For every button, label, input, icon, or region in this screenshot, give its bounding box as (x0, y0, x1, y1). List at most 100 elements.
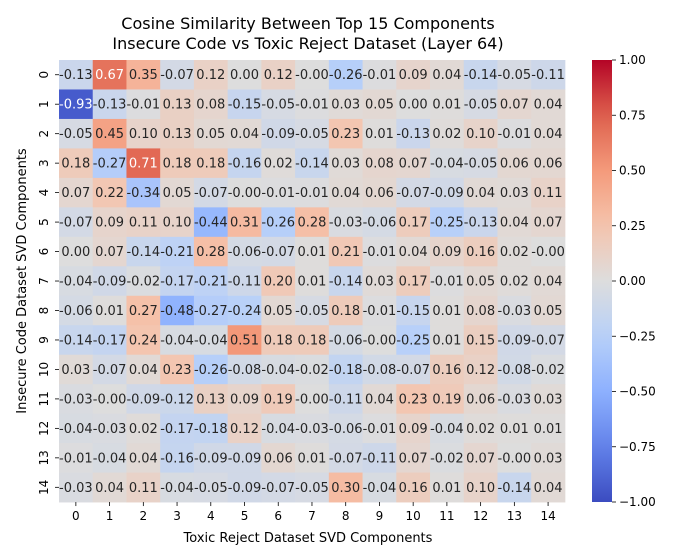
cell-value-label: -0.05 (295, 127, 329, 142)
heatmap-cell (396, 354, 431, 385)
heatmap-cell (193, 89, 229, 120)
cell-value-label: 0.01 (365, 127, 394, 142)
cell-value-label: -0.06 (329, 333, 363, 348)
heatmap-cell (295, 354, 330, 385)
cell-value-label: -0.05 (295, 304, 329, 319)
cell-value-label: 0.18 (61, 157, 90, 172)
cell-value-label: -0.21 (194, 275, 228, 290)
x-axis-ticks: 0 1 2 3 4 5 6 7 8 9 10 11 12 13 14 (72, 502, 556, 523)
heatmap-cell (430, 384, 465, 415)
cell-value-label: -0.05 (498, 68, 532, 83)
cell-value-label: -0.26 (329, 68, 363, 83)
heatmap-cell (193, 413, 229, 444)
heatmap-cell (160, 354, 195, 385)
heatmap-cell (430, 148, 465, 179)
cell-value-label: -0.06 (228, 245, 262, 260)
cell-value-label: -0.01 (126, 98, 160, 113)
cell-value-label: -0.03 (93, 422, 127, 437)
cell-value-label: 0.21 (331, 245, 360, 260)
cell-value-label: -0.04 (59, 422, 93, 437)
heatmap-cell (497, 413, 532, 444)
heatmap-cell (430, 413, 465, 444)
cell-value-label: -0.04 (160, 333, 194, 348)
y-tick-label: 2 (37, 130, 51, 138)
heatmap-cell (430, 177, 465, 208)
heatmap-cell (328, 325, 363, 356)
cell-value-label: -0.17 (160, 275, 194, 290)
cell-value-label: -0.09 (228, 481, 262, 496)
cell-value-label: -0.08 (498, 363, 532, 378)
cell-value-label: -0.26 (261, 216, 295, 231)
cell-value-label: -0.09 (498, 333, 532, 348)
heatmap-cell (362, 354, 397, 385)
heatmap-cell (497, 295, 532, 326)
cell-value-label: -0.00 (531, 245, 565, 260)
cell-value-label: 0.22 (95, 186, 124, 201)
heatmap-cell (362, 325, 397, 356)
colorbar-tick-label: 0.00 (619, 274, 646, 288)
cell-value-label: -0.04 (59, 275, 93, 290)
heatmap-cell (227, 60, 262, 90)
cell-value-label: 0.11 (129, 216, 158, 231)
cell-value-label: 0.51 (230, 333, 259, 348)
heatmap-cell (531, 207, 566, 238)
x-tick-label: 10 (406, 509, 421, 523)
heatmap-cell (261, 443, 296, 473)
heatmap-cell (463, 354, 498, 385)
heatmap-cell (126, 325, 161, 356)
y-tick-label: 9 (37, 336, 51, 344)
cell-value-label: -0.14 (59, 333, 93, 348)
cell-value-label: -0.16 (228, 157, 262, 172)
heatmap-cell (531, 413, 566, 444)
heatmap-cell (396, 207, 431, 238)
cell-value-label: -0.01 (295, 98, 329, 113)
cell-value-label: -0.07 (160, 68, 194, 83)
heatmap-cell (126, 60, 161, 90)
cell-value-label: -0.05 (194, 481, 228, 496)
heatmap-cell (463, 384, 498, 415)
cell-value-label: -0.04 (261, 422, 295, 437)
heatmap-cell (160, 472, 195, 503)
cell-value-label: 0.05 (365, 98, 394, 113)
cell-value-label: 0.01 (298, 275, 327, 290)
heatmap-cell (92, 177, 127, 208)
cell-value-label: -0.03 (329, 216, 363, 231)
heatmap-cell (497, 148, 532, 179)
heatmap-cell (92, 325, 127, 356)
heatmap-cell (328, 413, 363, 444)
cell-value-label: 0.35 (129, 68, 158, 83)
cell-value-label: -0.02 (430, 451, 464, 466)
y-tick-label: 7 (37, 277, 51, 285)
heatmap-cell (430, 118, 465, 149)
heatmap-cell (430, 236, 465, 267)
cell-value-label: 0.16 (399, 481, 428, 496)
cell-value-label: -0.07 (93, 363, 127, 378)
cell-value-label: -0.02 (531, 363, 565, 378)
heatmap-cell (396, 60, 431, 90)
cell-value-label: 0.01 (432, 304, 461, 319)
heatmap-cell (497, 118, 532, 149)
heatmap-cell (463, 236, 498, 267)
heatmap-cell (497, 384, 532, 415)
heatmap-cell (227, 384, 262, 415)
heatmap-cell (261, 413, 296, 444)
cell-value-label: -0.04 (194, 333, 228, 348)
cell-value-label: 0.13 (196, 392, 225, 407)
heatmap-cell (463, 325, 498, 356)
heatmap-cell (531, 325, 566, 356)
cell-value-label: -0.27 (93, 157, 127, 172)
cell-value-label: -0.01 (295, 186, 329, 201)
heatmap-cell (92, 354, 127, 385)
heatmap-cell (59, 177, 94, 208)
cell-value-label: 0.05 (534, 304, 563, 319)
cell-value-label: 0.07 (466, 451, 495, 466)
heatmap-cell (430, 89, 465, 120)
heatmap-cell (261, 354, 296, 385)
heatmap-cell (59, 354, 94, 385)
cell-value-label: 0.27 (129, 304, 158, 319)
cell-value-label: 0.04 (534, 275, 563, 290)
y-tick-label: 1 (37, 100, 51, 108)
cell-value-label: -0.05 (464, 98, 498, 113)
cell-value-label: 0.18 (331, 304, 360, 319)
y-tick-label: 3 (37, 159, 51, 167)
